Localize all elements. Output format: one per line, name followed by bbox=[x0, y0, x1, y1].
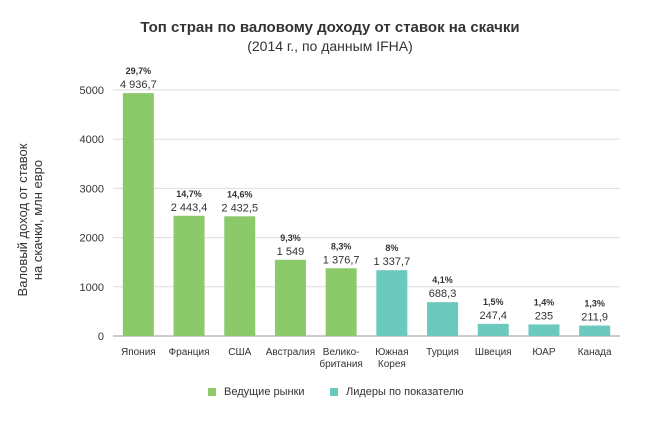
legend-item-leaders: Лидеры по показателю bbox=[330, 386, 464, 398]
bars bbox=[122, 93, 611, 337]
x-category-label-line: британия bbox=[319, 358, 362, 370]
legend-label-leading: Ведущие рынки bbox=[224, 386, 305, 398]
bar-value-label: 2 432,5 bbox=[221, 202, 258, 214]
y-tick-label: 0 bbox=[98, 331, 104, 343]
y-tick-label: 3000 bbox=[80, 183, 104, 195]
bar bbox=[224, 216, 256, 336]
y-axis-ticks: 0 1000 2000 3000 4000 5000 bbox=[80, 85, 104, 343]
bar bbox=[325, 268, 357, 336]
bar bbox=[528, 324, 560, 336]
legend: Ведущие рынки Лидеры по показателю bbox=[0, 386, 660, 402]
bar bbox=[173, 215, 205, 336]
bar bbox=[122, 93, 154, 337]
legend-swatch-leaders bbox=[330, 388, 338, 396]
bar-share-label: 8% bbox=[385, 243, 398, 253]
x-category-label: Турция bbox=[426, 347, 459, 358]
x-category-label-line: Австралия bbox=[266, 347, 315, 358]
y-tick-label: 5000 bbox=[80, 85, 104, 97]
bar-value-label: 235 bbox=[535, 310, 553, 322]
x-category-label-line: Япония bbox=[121, 347, 156, 358]
bar-value-label: 688,3 bbox=[429, 288, 457, 300]
bar-value-label: 1 337,7 bbox=[373, 256, 410, 268]
bar bbox=[274, 259, 306, 336]
x-category-label-line: Швеция bbox=[475, 347, 512, 358]
bar-share-label: 1,3% bbox=[584, 299, 605, 309]
x-category-label: Франция bbox=[169, 347, 210, 358]
bar-share-label: 29,7% bbox=[126, 66, 152, 76]
chart-subtitle: (2014 г., по данным IFHA) bbox=[247, 38, 413, 54]
bar-share-label: 14,7% bbox=[176, 189, 202, 199]
x-category-label-line: Корея bbox=[378, 359, 406, 370]
bar-value-label: 1 549 bbox=[277, 246, 305, 258]
x-category-label: Велико-британия bbox=[319, 347, 362, 370]
bar-value-label: 211,9 bbox=[581, 312, 608, 324]
bar bbox=[376, 270, 408, 336]
y-tick-label: 1000 bbox=[80, 282, 104, 294]
data-labels: 4 936,7 29,7% 2 443,4 14,7% 2 432,5 14,6% 1 54… bbox=[120, 66, 608, 323]
legend-label-leaders: Лидеры по показателю bbox=[346, 386, 464, 398]
x-category-label: ЮАР bbox=[532, 347, 555, 358]
bar-share-label: 4,1% bbox=[432, 275, 453, 285]
x-category-label-line: Канада bbox=[578, 347, 612, 358]
chart-title: Топ стран по валовому доходу от ставок н… bbox=[140, 19, 520, 36]
x-category-label: Южная Корея bbox=[375, 347, 408, 370]
bar-share-label: 9,3% bbox=[280, 233, 301, 243]
bar bbox=[477, 323, 509, 336]
bar-share-label: 14,6% bbox=[227, 189, 253, 199]
x-category-label: Япония bbox=[121, 347, 156, 358]
bar-share-label: 8,3% bbox=[331, 241, 352, 251]
bar-value-label: 2 443,4 bbox=[171, 202, 208, 214]
legend-swatch-leading bbox=[208, 388, 216, 396]
bar-share-label: 1,5% bbox=[483, 297, 504, 307]
y-tick-label: 2000 bbox=[80, 233, 104, 245]
y-tick-label: 4000 bbox=[80, 134, 104, 146]
bar-chart: 4 936,7 29,7% 2 443,4 14,7% 2 432,5 14,6% 1 54… bbox=[80, 66, 620, 370]
x-category-label: США bbox=[228, 347, 251, 358]
bar-value-label: 1 376,7 bbox=[323, 254, 360, 266]
x-category-label-line: Франция bbox=[169, 347, 210, 358]
x-category-label-line: Южная bbox=[375, 347, 408, 358]
bar-value-label: 247,4 bbox=[479, 310, 507, 322]
x-category-label: Канада bbox=[578, 347, 612, 358]
bar-value-label: 4 936,7 bbox=[120, 79, 157, 91]
x-category-label-line: Турция bbox=[426, 347, 459, 358]
x-category-label: Австралия bbox=[266, 347, 315, 358]
x-category-label-line: США bbox=[228, 347, 251, 358]
x-category-label: Швеция bbox=[475, 347, 512, 358]
x-category-label-line: Велико- bbox=[323, 347, 360, 358]
x-category-label-line: ЮАР bbox=[532, 347, 555, 358]
x-axis-categories: Япония Франция США Австралия Велико-британия… bbox=[121, 347, 612, 370]
bar bbox=[579, 325, 611, 336]
legend-item-leading: Ведущие рынки bbox=[208, 386, 305, 398]
bar bbox=[427, 302, 459, 336]
bar-share-label: 1,4% bbox=[534, 297, 555, 307]
